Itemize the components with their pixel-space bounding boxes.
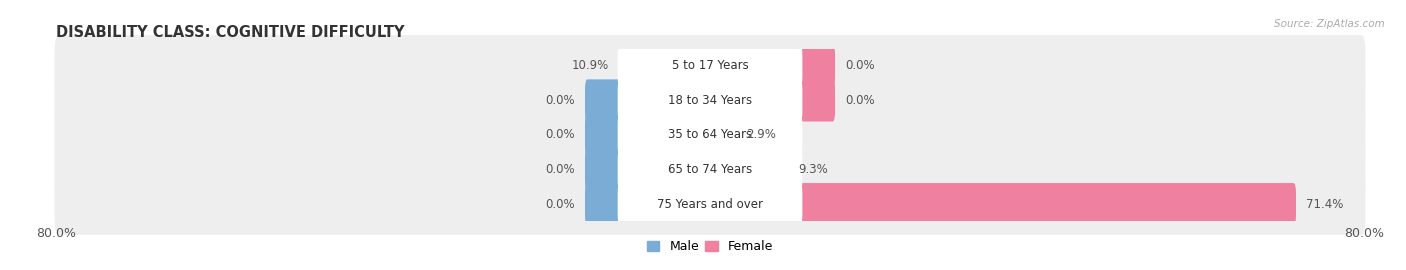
Text: 9.3%: 9.3% <box>799 163 828 176</box>
FancyBboxPatch shape <box>55 173 1365 235</box>
Text: 35 to 64 Years: 35 to 64 Years <box>668 129 752 141</box>
FancyBboxPatch shape <box>797 45 835 87</box>
Text: 5 to 17 Years: 5 to 17 Years <box>672 59 748 72</box>
Text: 0.0%: 0.0% <box>845 59 875 72</box>
FancyBboxPatch shape <box>585 114 623 156</box>
Text: 0.0%: 0.0% <box>546 198 575 211</box>
Text: 0.0%: 0.0% <box>845 94 875 107</box>
FancyBboxPatch shape <box>585 79 623 122</box>
FancyBboxPatch shape <box>55 139 1365 200</box>
Text: 0.0%: 0.0% <box>546 163 575 176</box>
FancyBboxPatch shape <box>585 148 623 191</box>
Text: 71.4%: 71.4% <box>1306 198 1343 211</box>
FancyBboxPatch shape <box>585 183 623 225</box>
Text: 18 to 34 Years: 18 to 34 Years <box>668 94 752 107</box>
FancyBboxPatch shape <box>55 35 1365 97</box>
Text: 2.9%: 2.9% <box>747 129 776 141</box>
FancyBboxPatch shape <box>617 45 803 87</box>
FancyBboxPatch shape <box>797 79 835 122</box>
Legend: Male, Female: Male, Female <box>647 240 773 253</box>
FancyBboxPatch shape <box>617 114 803 156</box>
Text: 65 to 74 Years: 65 to 74 Years <box>668 163 752 176</box>
FancyBboxPatch shape <box>707 148 789 191</box>
FancyBboxPatch shape <box>707 183 1296 225</box>
FancyBboxPatch shape <box>55 70 1365 131</box>
Text: DISABILITY CLASS: COGNITIVE DIFFICULTY: DISABILITY CLASS: COGNITIVE DIFFICULTY <box>56 25 405 40</box>
Text: 10.9%: 10.9% <box>571 59 609 72</box>
Text: 75 Years and over: 75 Years and over <box>657 198 763 211</box>
FancyBboxPatch shape <box>617 79 803 122</box>
FancyBboxPatch shape <box>707 114 737 156</box>
FancyBboxPatch shape <box>617 183 803 225</box>
FancyBboxPatch shape <box>617 148 803 191</box>
Text: 0.0%: 0.0% <box>546 129 575 141</box>
Text: 0.0%: 0.0% <box>546 94 575 107</box>
FancyBboxPatch shape <box>55 104 1365 166</box>
Text: Source: ZipAtlas.com: Source: ZipAtlas.com <box>1274 19 1385 29</box>
FancyBboxPatch shape <box>619 45 713 87</box>
